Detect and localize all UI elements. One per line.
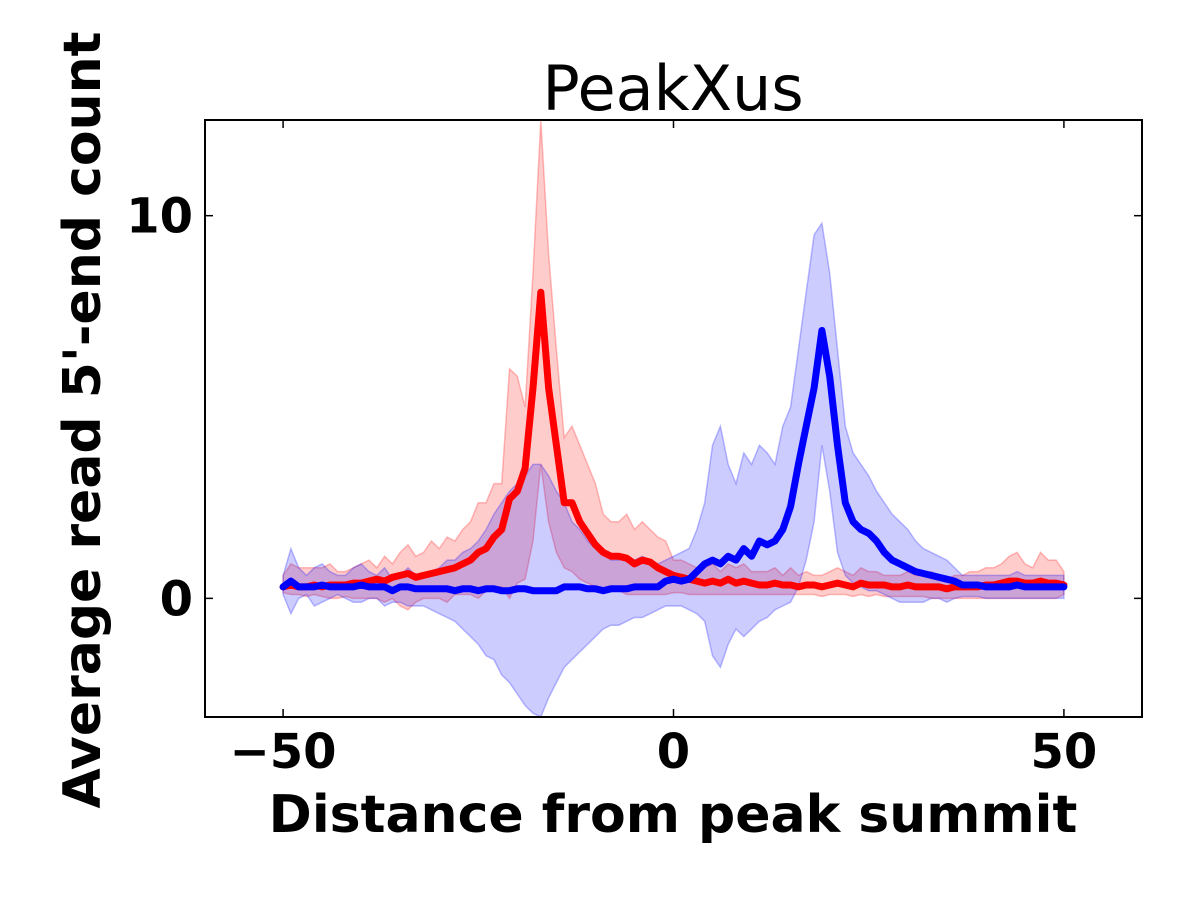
y-tick-label: 0	[160, 571, 193, 627]
axis-ticks: −50 0 50 0 10	[126, 120, 1142, 780]
x-tick-label: −50	[230, 724, 337, 780]
series-1-error-band	[282, 120, 1065, 611]
y-axis-label: Average read 5'-end count	[53, 32, 113, 809]
plot-area	[279, 120, 1068, 717]
series-2-line	[279, 327, 1068, 595]
x-axis-label: Distance from peak summit	[269, 785, 1078, 845]
series-1-line	[279, 288, 1068, 593]
y-tick-label: 10	[126, 189, 193, 245]
x-tick-label: 0	[657, 724, 690, 780]
chart-title: PeakXus	[542, 52, 803, 125]
x-tick-label: 50	[1031, 724, 1098, 780]
